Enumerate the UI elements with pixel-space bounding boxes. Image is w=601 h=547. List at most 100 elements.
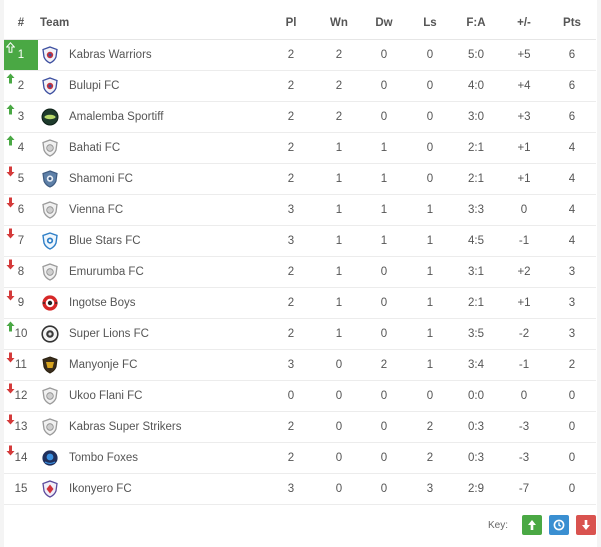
points-cell: 3	[548, 256, 596, 288]
team-cell[interactable]: Blue Stars FC	[38, 225, 264, 257]
header-won[interactable]: Wn	[318, 6, 360, 40]
drawn-cell: 1	[360, 194, 408, 226]
team-cell[interactable]: Kabras Super Strikers	[38, 411, 264, 443]
team-name[interactable]: Tombo Foxes	[69, 452, 139, 464]
table-row[interactable]: 15 Ikonyero FC 3 0 0 3 2:9 -7 0	[4, 473, 596, 505]
arrow-up-icon	[6, 135, 15, 146]
position-number: 6	[17, 204, 25, 216]
team-cell[interactable]: Tombo Foxes	[38, 442, 264, 474]
team-cell[interactable]: Bulupi FC	[38, 70, 264, 102]
team-cell[interactable]: Vienna FC	[38, 194, 264, 226]
arrow-up-icon	[6, 321, 15, 332]
won-cell: 0	[318, 473, 360, 505]
team-crest-icon	[41, 232, 59, 250]
team-name[interactable]: Ikonyero FC	[69, 483, 132, 495]
team-name[interactable]: Ingotse Boys	[69, 297, 136, 309]
position-number: 11	[15, 359, 27, 371]
team-name[interactable]: Amalemba Sportiff	[69, 111, 164, 123]
team-cell[interactable]: Kabras Warriors	[38, 39, 264, 71]
team-crest-icon	[41, 418, 59, 436]
table-row[interactable]: 5 Shamoni FC 2 1 1 0 2:1 +1 4	[4, 163, 596, 195]
team-cell[interactable]: Shamoni FC	[38, 163, 264, 195]
table-row[interactable]: 8 Emurumba FC 2 1 0 1 3:1 +2 3	[4, 256, 596, 288]
header-goals[interactable]: F:A	[452, 6, 500, 40]
position-number: 3	[17, 111, 25, 123]
table-row[interactable]: 7 Blue Stars FC 3 1 1 1 4:5 -1 4	[4, 225, 596, 257]
header-played[interactable]: Pl	[264, 6, 318, 40]
table-row[interactable]: 4 Bahati FC 2 1 1 0 2:1 +1 4	[4, 132, 596, 164]
won-cell: 1	[318, 256, 360, 288]
team-name[interactable]: Kabras Super Strikers	[69, 421, 182, 433]
won-cell: 1	[318, 163, 360, 195]
table-row[interactable]: 2 Bulupi FC 2 2 0 0 4:0 +4 6	[4, 70, 596, 102]
goals-cell: 0:3	[452, 442, 500, 474]
team-cell[interactable]: Amalemba Sportiff	[38, 101, 264, 133]
team-name[interactable]: Ukoo Flani FC	[69, 390, 143, 402]
table-row[interactable]: 12 Ukoo Flani FC 0 0 0 0 0:0 0 0	[4, 380, 596, 412]
team-name[interactable]: Blue Stars FC	[69, 235, 141, 247]
key-arrow-down-icon[interactable]	[576, 515, 596, 535]
table-row[interactable]: 11 Manyonje FC 3 0 2 1 3:4 -1 2	[4, 349, 596, 381]
team-cell[interactable]: Ukoo Flani FC	[38, 380, 264, 412]
arrow-up-icon	[6, 42, 15, 53]
table-row[interactable]: 10 Super Lions FC 2 1 0 1 3:5 -2 3	[4, 318, 596, 350]
played-cell: 2	[264, 163, 318, 195]
arrow-up-icon	[6, 73, 15, 84]
table-row[interactable]: 1 Kabras Warriors 2 2 0 0 5:0 +5 6	[4, 39, 596, 71]
header-position[interactable]: #	[4, 6, 38, 40]
header-goal-difference[interactable]: +/-	[500, 6, 548, 40]
team-cell[interactable]: Ikonyero FC	[38, 473, 264, 505]
position-number: 9	[17, 297, 25, 309]
lost-cell: 1	[408, 287, 452, 319]
key-clock-icon[interactable]	[549, 515, 569, 535]
table-row[interactable]: 6 Vienna FC 3 1 1 1 3:3 0 4	[4, 194, 596, 226]
team-name[interactable]: Bahati FC	[69, 142, 121, 154]
team-cell[interactable]: Manyonje FC	[38, 349, 264, 381]
team-crest-icon	[41, 77, 59, 95]
drawn-cell: 1	[360, 163, 408, 195]
points-cell: 2	[548, 349, 596, 381]
header-drawn[interactable]: Dw	[360, 6, 408, 40]
key-arrow-up-icon[interactable]	[522, 515, 542, 535]
goals-cell: 2:1	[452, 132, 500, 164]
played-cell: 2	[264, 411, 318, 443]
lost-cell: 1	[408, 225, 452, 257]
team-cell[interactable]: Emurumba FC	[38, 256, 264, 288]
header-team[interactable]: Team	[38, 6, 264, 40]
arrow-down-icon	[6, 166, 15, 177]
team-name[interactable]: Shamoni FC	[69, 173, 133, 185]
position-number: 13	[14, 421, 28, 433]
table-row[interactable]: 13 Kabras Super Strikers 2 0 0 2 0:3 -3 0	[4, 411, 596, 443]
team-name[interactable]: Manyonje FC	[69, 359, 138, 371]
played-cell: 3	[264, 194, 318, 226]
team-name[interactable]: Bulupi FC	[69, 80, 120, 92]
team-cell[interactable]: Super Lions FC	[38, 318, 264, 350]
team-name[interactable]: Super Lions FC	[69, 328, 149, 340]
team-cell[interactable]: Ingotse Boys	[38, 287, 264, 319]
lost-cell: 1	[408, 194, 452, 226]
header-points[interactable]: Pts	[548, 6, 596, 40]
position-number: 4	[17, 142, 25, 154]
drawn-cell: 0	[360, 70, 408, 102]
team-cell[interactable]: Bahati FC	[38, 132, 264, 164]
header-lost[interactable]: Ls	[408, 6, 452, 40]
played-cell: 2	[264, 442, 318, 474]
position-cell: 12	[4, 380, 38, 412]
goal-difference-cell: -7	[500, 473, 548, 505]
position-cell: 6	[4, 194, 38, 226]
team-name[interactable]: Emurumba FC	[69, 266, 144, 278]
team-name[interactable]: Vienna FC	[69, 204, 124, 216]
standings-table: # Team Pl Wn Dw Ls F:A +/- Pts 1 Kabras W…	[4, 6, 596, 505]
played-cell: 2	[264, 318, 318, 350]
team-name[interactable]: Kabras Warriors	[69, 49, 152, 61]
table-row[interactable]: 9 Ingotse Boys 2 1 0 1 2:1 +1 3	[4, 287, 596, 319]
lost-cell: 2	[408, 411, 452, 443]
table-row[interactable]: 14 Tombo Foxes 2 0 0 2 0:3 -3 0	[4, 442, 596, 474]
played-cell: 2	[264, 256, 318, 288]
frame-right-border	[597, 0, 601, 547]
position-number: 8	[17, 266, 25, 278]
table-row[interactable]: 3 Amalemba Sportiff 2 2 0 0 3:0 +3 6	[4, 101, 596, 133]
goals-cell: 2:9	[452, 473, 500, 505]
lost-cell: 0	[408, 70, 452, 102]
position-cell: 4	[4, 132, 38, 164]
